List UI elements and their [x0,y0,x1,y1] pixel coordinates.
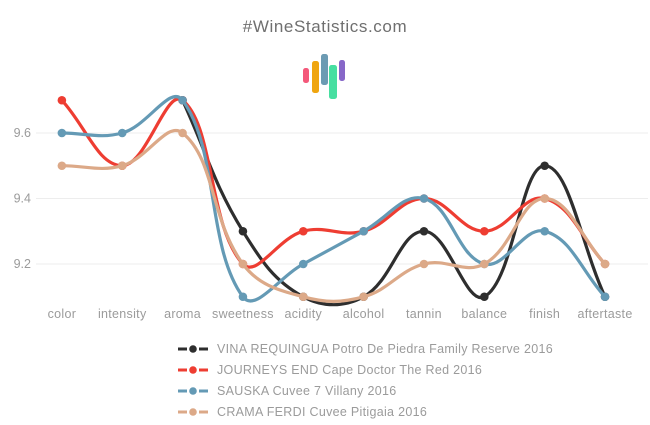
data-point[interactable] [419,259,429,269]
logo-orange-bar [311,61,319,93]
x-axis-label: finish [529,307,560,321]
series-line-2 [60,95,607,303]
data-point[interactable] [359,226,368,236]
data-point[interactable] [57,128,67,138]
x-axis-label: aroma [164,307,201,321]
data-point[interactable] [238,292,248,302]
x-axis-label: tannin [406,307,442,321]
data-point[interactable] [419,194,429,203]
legend-label: JOURNEYS END Cape Doctor The Red 2016 [217,362,483,377]
y-tick-label: 9.6 [14,126,31,140]
logo-blue-bar [321,54,328,85]
legend-label: SAUSKA Cuvee 7 Villany 2016 [217,383,397,398]
legend-item-1[interactable]: JOURNEYS END Cape Doctor The Red 2016 [178,359,553,380]
data-point[interactable] [298,259,308,269]
data-point[interactable] [298,292,308,302]
data-point[interactable] [238,226,248,236]
x-axis-label: color [48,307,77,321]
wine-ratings-chart[interactable]: 9.6 9.4 9.2 color intensity aroma sweetness aci… [0,0,650,340]
data-point[interactable] [117,161,127,171]
x-axis-label: alcohol [343,307,385,321]
x-axis-label: intensity [98,307,147,321]
x-axis-label: sweetness [212,307,274,321]
y-tick-label: 9.2 [14,257,31,271]
chart-legend: VINA REQUINGUA Potro De Piedra Family Re… [178,338,553,422]
x-axis-label: acidity [285,307,323,321]
data-point[interactable] [298,226,308,236]
data-point[interactable] [117,128,127,138]
data-point[interactable] [600,292,610,302]
data-point[interactable] [480,226,489,236]
series-line-1 [60,97,607,269]
data-point[interactable] [57,95,67,105]
data-point[interactable] [419,226,429,236]
legend-label: VINA REQUINGUA Potro De Piedra Family Re… [217,341,553,356]
logo-green-bar [329,64,337,99]
data-point[interactable] [57,161,67,171]
series-line-3 [60,129,607,303]
data-point[interactable] [540,226,549,236]
data-point[interactable] [178,128,187,138]
legend-item-2[interactable]: SAUSKA Cuvee 7 Villany 2016 [178,380,553,401]
logo-purple-bar [339,60,346,81]
y-tick-label: 9.4 [14,192,31,206]
winestatistics-logo [300,50,352,106]
legend-marker-icon [178,344,208,353]
legend-item-0[interactable]: VINA REQUINGUA Potro De Piedra Family Re… [178,338,553,359]
data-point[interactable] [480,292,489,302]
data-point[interactable] [540,161,549,171]
data-point[interactable] [359,292,368,302]
legend-item-3[interactable]: CRAMA FERDI Cuvee Pitigaia 2016 [178,401,553,422]
series-line-0 [181,98,607,307]
data-point[interactable] [238,259,248,269]
legend-label: CRAMA FERDI Cuvee Pitigaia 2016 [217,404,428,419]
page-title: #WineStatistics.com [242,17,408,36]
legend-marker-icon [178,386,208,395]
logo-pink-bar [303,67,309,83]
x-axis-label: balance [461,307,507,321]
legend-marker-icon [178,407,208,416]
data-point[interactable] [178,95,187,105]
data-point[interactable] [600,259,610,269]
data-point[interactable] [540,194,549,203]
x-axis-label: aftertaste [577,307,632,321]
legend-marker-icon [178,365,208,374]
data-point[interactable] [480,259,489,269]
